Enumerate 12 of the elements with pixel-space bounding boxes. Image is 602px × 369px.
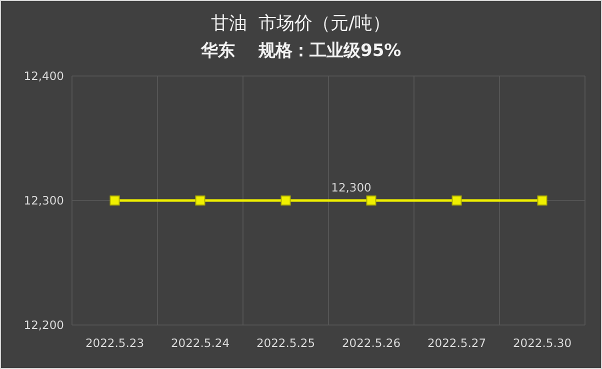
x-tick-label: 2022.5.27 [427,336,486,350]
x-tick-label: 2022.5.23 [85,336,144,350]
y-tick-label: 12,300 [24,194,64,208]
x-tick-label: 2022.5.24 [170,336,230,350]
data-label: 12,300 [331,180,372,194]
x-tick-label: 2022.5.30 [512,336,572,350]
x-tick-label: 2022.5.25 [256,336,316,350]
chart-title: 甘油 市场价（元/吨） [211,13,391,34]
y-tick-label: 12,400 [24,69,64,83]
chart-subtitle: 华东 规格：工业级95% [200,41,402,61]
y-tick-label: 12,200 [24,318,64,332]
x-tick-label: 2022.5.26 [342,336,401,350]
